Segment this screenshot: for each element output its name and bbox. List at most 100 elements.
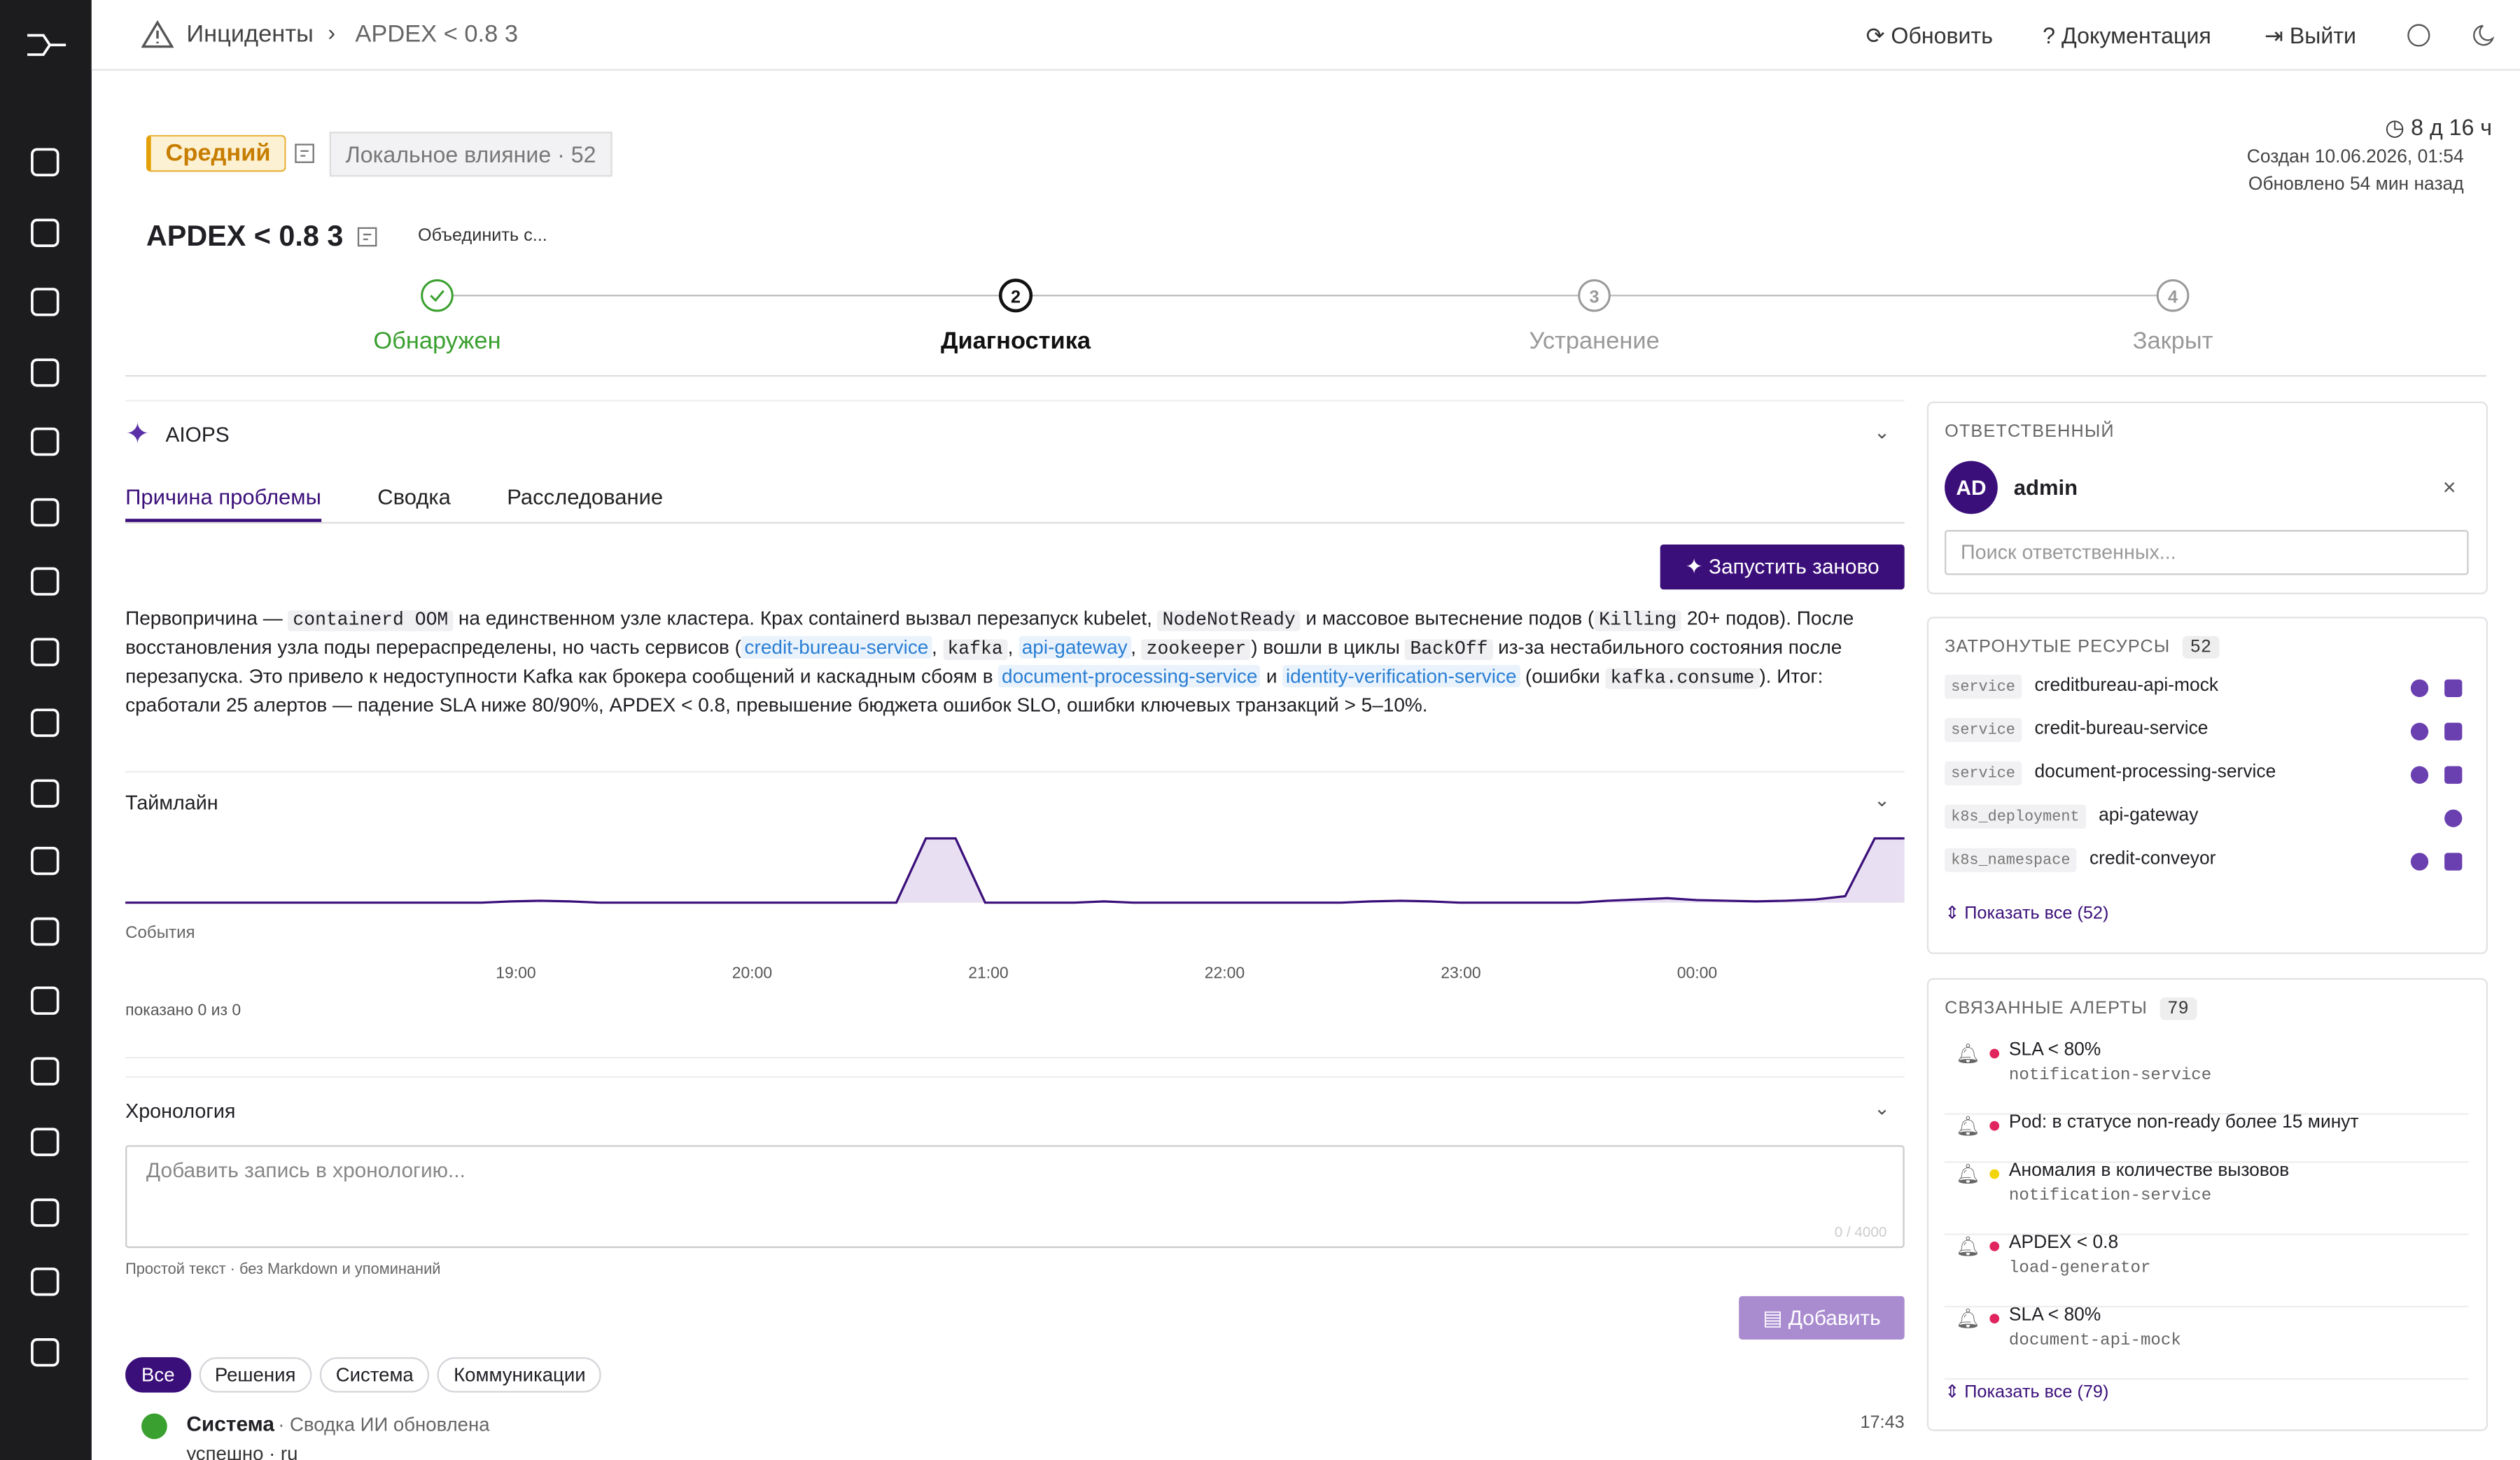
nav-icon bbox=[31, 288, 59, 316]
add-button[interactable]: ▤ Добавить bbox=[1739, 1296, 1905, 1340]
theme-icons[interactable] bbox=[2406, 22, 2502, 48]
collapse-icon[interactable]: ⌄ bbox=[1874, 421, 1891, 444]
alert-dot bbox=[1989, 1314, 2000, 1324]
resource-icon[interactable] bbox=[2444, 766, 2463, 784]
edit-icon[interactable] bbox=[357, 227, 379, 249]
duration-text: 8 д 16 ч bbox=[2411, 113, 2493, 140]
filters: Все Решения Система Коммуникации bbox=[125, 1357, 610, 1393]
text: , bbox=[1007, 636, 1019, 659]
alert-name: SLA < 80% bbox=[2008, 1305, 2101, 1326]
refresh-button[interactable]: ⟳ Обновить bbox=[1865, 22, 1993, 48]
text: 20+ подов). После восстановления узла по… bbox=[125, 607, 1854, 659]
alert-dot bbox=[1989, 1048, 2000, 1059]
alert-name: SLA < 80% bbox=[2008, 1041, 2101, 1060]
bell-icon: 🔔︎ bbox=[1956, 1235, 1981, 1258]
breadcrumb[interactable]: Инциденты bbox=[186, 20, 314, 48]
entry-icon bbox=[141, 1413, 167, 1440]
merge-button[interactable]: Объединить с... bbox=[417, 226, 547, 246]
alerts-panel: СВЯЗАННЫЕ АЛЕРТЫ 79 ⇕ Показать все (79) … bbox=[1926, 978, 2488, 1431]
stepper: Обнаружен 2 Диагностика 3 Устранение 4 Закрыт bbox=[125, 279, 2486, 377]
label: Документация bbox=[2061, 22, 2211, 48]
x-label: 20:00 bbox=[732, 964, 772, 982]
breadcrumb: APDEX < 0.8 3 bbox=[355, 20, 519, 48]
step-label: Обнаружен bbox=[373, 328, 500, 354]
tab[interactable]: Причина проблемы bbox=[125, 485, 321, 522]
alert-row: 🔔︎ Pod: в статусе non-ready более 15 мину… bbox=[1945, 1113, 2469, 1163]
avatar: AD bbox=[1945, 461, 1998, 514]
code: kafka.consume bbox=[1605, 668, 1760, 689]
collapse-icon[interactable]: ⌄ bbox=[1874, 788, 1891, 811]
tab[interactable]: Сводка bbox=[377, 485, 451, 510]
code: NodeNotReady bbox=[1157, 610, 1301, 631]
alert-name: APDEX < 0.8 bbox=[2008, 1233, 2119, 1253]
resource-icon[interactable] bbox=[2410, 679, 2429, 697]
tabs-border bbox=[125, 521, 1905, 524]
step-label: Устранение bbox=[1529, 328, 1659, 354]
bell-icon: 🔔︎ bbox=[1956, 1163, 1981, 1186]
resource-icon[interactable] bbox=[2444, 852, 2463, 871]
entries: Система · Сводка ИИ обновлена 17:43 успешно… bbox=[125, 1407, 1905, 1460]
label: Добавить bbox=[1788, 1305, 1881, 1331]
aiops-title: AIOPS bbox=[165, 422, 230, 447]
resource-name: api-gateway bbox=[2099, 806, 2199, 826]
remove-button[interactable]: × bbox=[2442, 473, 2456, 500]
text: ). Итог: сработали 25 алертов — падение … bbox=[125, 665, 1823, 717]
filter-chip[interactable]: Все bbox=[125, 1357, 191, 1393]
x-label: 23:00 bbox=[1441, 964, 1480, 982]
title: ЗАТРОНУТЫЕ РЕСУРСЫ bbox=[1945, 638, 2171, 657]
show-all[interactable]: ⇕ Показать все (79) bbox=[1945, 1382, 2109, 1403]
docs-button[interactable]: ? Документация bbox=[2043, 22, 2211, 48]
step-label: Диагностика bbox=[941, 328, 1091, 354]
title: СВЯЗАННЫЕ АЛЕРТЫ bbox=[1945, 999, 2148, 1018]
placeholder: Поиск ответственных... bbox=[1961, 541, 2176, 564]
topbar: Инциденты › APDEX < 0.8 3 ⟳ Обновить ? Д… bbox=[91, 0, 2520, 71]
tab[interactable]: Расследование bbox=[507, 485, 664, 510]
resources-panel: ЗАТРОНУТЫЕ РЕСУРСЫ 52 ⇕ Показать все (52… bbox=[1926, 617, 2488, 955]
timeline-area bbox=[125, 838, 1905, 903]
rerun-button[interactable]: ✦ Запустить заново bbox=[1660, 544, 1905, 590]
created: Создан 10.06.2026, 01:54 bbox=[2246, 148, 2464, 167]
panel-title: СВЯЗАННЫЕ АЛЕРТЫ 79 bbox=[1945, 997, 2197, 1020]
text: Первопричина — bbox=[125, 607, 288, 630]
text: на единственном узле кластера. Крах cont… bbox=[453, 607, 1158, 630]
resource-kind: k8s_namespace bbox=[1945, 848, 2077, 873]
collapse-icon[interactable]: ⌄ bbox=[1874, 1097, 1891, 1120]
filter-chip[interactable]: Коммуникации bbox=[438, 1357, 602, 1393]
nav-icon bbox=[31, 1128, 59, 1156]
edit-icon[interactable] bbox=[294, 143, 316, 165]
alert-service: load-generator bbox=[2008, 1259, 2151, 1279]
alert-service: notification-service bbox=[2008, 1066, 2212, 1086]
resource-icon[interactable] bbox=[2444, 679, 2463, 697]
text: и массовое вытеснение подов ( bbox=[1300, 607, 1595, 630]
filter-chip[interactable]: Решения bbox=[198, 1357, 312, 1393]
severity-badge: Средний bbox=[146, 134, 287, 172]
resource-kind: k8s_deployment bbox=[1945, 804, 2086, 829]
alert-row: 🔔︎ APDEX < 0.8 load-generator bbox=[1945, 1233, 2469, 1307]
chronology-input[interactable]: Добавить запись в хронологию... 0 / 4000 bbox=[125, 1145, 1905, 1249]
alert-dot bbox=[1989, 1169, 2000, 1179]
nav-icon bbox=[31, 986, 59, 1015]
logout-button[interactable]: ⇥ Выйти bbox=[2264, 22, 2356, 48]
nav-icon bbox=[31, 427, 59, 456]
resource-row: service credit-bureau-service bbox=[1945, 717, 2468, 754]
resource-icon[interactable] bbox=[2444, 809, 2463, 827]
text: ) вошли в циклы bbox=[1251, 636, 1406, 659]
check bbox=[430, 290, 444, 302]
resource-icon[interactable] bbox=[2410, 722, 2429, 740]
filter-chip[interactable]: Система bbox=[319, 1357, 430, 1393]
resource-icon[interactable] bbox=[2410, 852, 2429, 871]
search-input[interactable]: Поиск ответственных... bbox=[1945, 530, 2469, 575]
resource-icon[interactable] bbox=[2410, 766, 2429, 784]
alert-name: Аномалия в количестве вызовов bbox=[2008, 1161, 2290, 1181]
resource-icon[interactable] bbox=[2444, 722, 2463, 740]
alert-service: document-api-mock bbox=[2008, 1331, 2181, 1351]
code: containerd OOM bbox=[288, 610, 454, 631]
nav-icon bbox=[31, 567, 59, 596]
entry-author: Система bbox=[186, 1412, 274, 1436]
text: , bbox=[1130, 636, 1142, 659]
show-all[interactable]: ⇕ Показать все (52) bbox=[1945, 904, 2109, 924]
panel-title: ОТВЕТСТВЕННЫЙ bbox=[1945, 422, 2115, 442]
assignee-name: admin bbox=[2013, 475, 2078, 500]
step-number: 4 bbox=[2168, 288, 2178, 307]
